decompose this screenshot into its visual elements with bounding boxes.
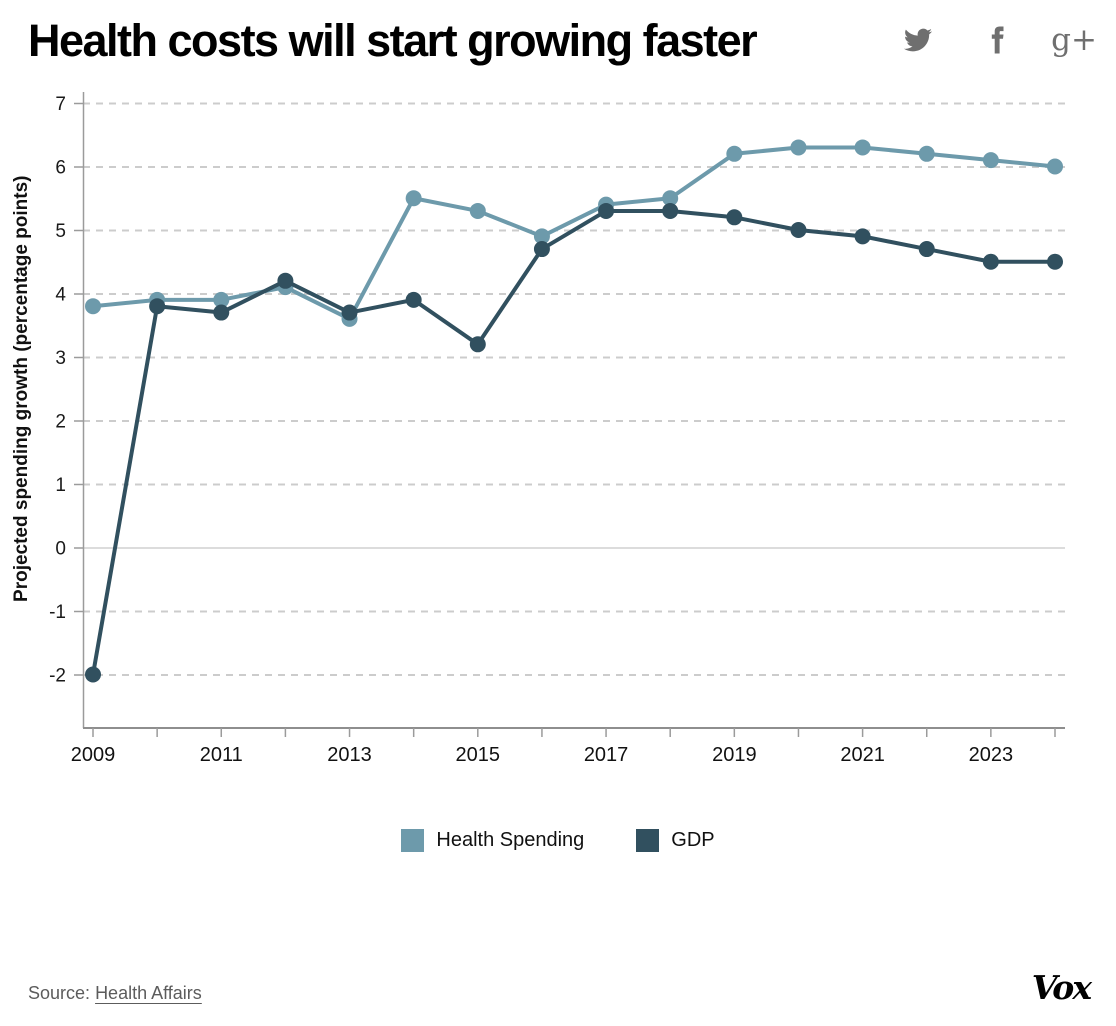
page-title: Health costs will start growing faster — [28, 15, 758, 66]
y-axis-title: Projected spending growth (percentage po… — [11, 176, 32, 602]
data-point — [469, 203, 486, 220]
y-tick-label: -2 — [49, 666, 66, 687]
data-point — [598, 203, 615, 220]
facebook-icon — [989, 26, 1004, 54]
y-tick-label: 0 — [55, 539, 66, 560]
data-point — [662, 203, 679, 220]
google-plus-icon: g+ — [1051, 21, 1097, 58]
data-point — [982, 253, 999, 270]
x-tick-label: 2017 — [584, 744, 629, 766]
footer: Source: Health Affairs Vox — [0, 971, 1116, 1004]
data-point — [790, 139, 807, 156]
legend-item-gdp: GDP — [636, 828, 715, 852]
y-tick-label: 3 — [55, 348, 66, 369]
x-tick-label: 2015 — [456, 744, 501, 766]
chart-area: 7 6 5 4 3 2 1 0 -1 -2 2009 2011 2013 2015 2017 2019 2021… — [0, 80, 1116, 770]
data-point — [469, 336, 486, 353]
source-label: Source: — [28, 983, 91, 1003]
y-tick-label: 6 — [55, 158, 66, 179]
series-line-gdp — [91, 209, 1057, 677]
facebook-share-button[interactable] — [980, 24, 1012, 56]
y-tick-label: 4 — [55, 285, 66, 306]
social-share-bar: g+ — [902, 24, 1097, 56]
data-point — [149, 298, 166, 315]
line-chart: 7 6 5 4 3 2 1 0 -1 -2 2009 2011 2013 2015 2017 2019 2021… — [11, 92, 1065, 766]
data-point — [213, 304, 230, 321]
data-point — [1047, 158, 1063, 175]
data-point — [85, 298, 101, 315]
data-point — [982, 152, 999, 169]
data-point — [726, 209, 743, 226]
data-point — [405, 190, 422, 207]
legend-label: Health Spending — [436, 828, 585, 851]
y-tick-label: -1 — [49, 602, 66, 623]
data-point — [662, 190, 679, 207]
legend-swatch — [401, 828, 425, 852]
x-tick-label: 2013 — [327, 744, 372, 766]
vox-logo: Vox — [1031, 968, 1092, 1007]
data-point — [854, 139, 871, 156]
data-point — [1047, 253, 1063, 270]
twitter-icon — [904, 26, 932, 54]
y-tick-label: 1 — [55, 475, 66, 496]
x-tick-label: 2009 — [71, 744, 116, 766]
legend-swatch — [636, 828, 660, 852]
data-point — [277, 272, 294, 289]
twitter-share-button[interactable] — [902, 24, 934, 56]
data-point — [533, 241, 550, 258]
data-point — [85, 666, 101, 683]
data-point — [405, 291, 422, 308]
x-tick-label: 2011 — [200, 744, 243, 766]
source-link[interactable]: Health Affairs — [95, 983, 202, 1003]
x-tick-label: 2021 — [840, 744, 885, 766]
y-tick-label: 7 — [55, 94, 66, 115]
data-point — [854, 228, 871, 245]
data-point — [213, 291, 230, 308]
x-tick-label: 2023 — [969, 744, 1014, 766]
y-tick-label: 5 — [55, 221, 66, 242]
data-point — [341, 304, 358, 321]
legend-item-health-spending: Health Spending — [401, 828, 585, 852]
data-point — [533, 228, 550, 245]
y-tick-label: 2 — [55, 412, 66, 433]
header: Health costs will start growing faster g… — [0, 0, 1116, 72]
google-plus-share-button[interactable]: g+ — [1051, 24, 1097, 56]
source-note: Source: Health Affairs — [28, 983, 202, 1004]
x-tick-label: 2019 — [712, 744, 757, 766]
chart-legend: Health Spending GDP — [0, 828, 1116, 852]
data-point — [918, 145, 935, 162]
series-line-health-spending — [91, 145, 1057, 321]
data-point — [918, 241, 935, 258]
legend-label: GDP — [671, 828, 715, 851]
data-point — [790, 222, 807, 239]
data-point — [726, 145, 743, 162]
